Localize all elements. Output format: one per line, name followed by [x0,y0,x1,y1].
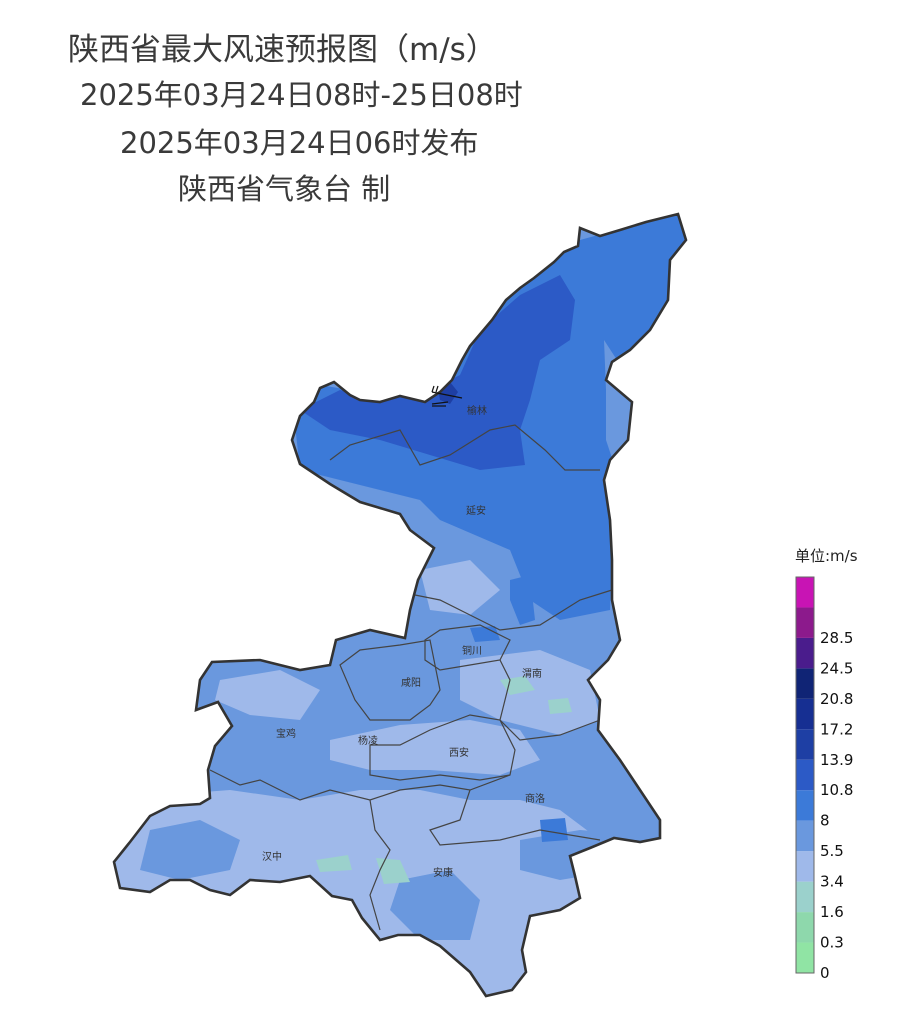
boundary-yulin-yanan [329,424,600,471]
boundary-shangluo [429,789,601,846]
legend-swatch [796,851,814,882]
forecast-period: 2025年03月24日08时-25日08时 [80,78,523,112]
legend-label: 17.2 [820,720,853,738]
legend-swatch [796,820,814,852]
city-label-xianyang: 咸阳 [401,677,421,689]
map-title: 陕西省最大风速预报图（m/s） [68,32,497,68]
issuer: 陕西省气象台 制 [178,172,391,206]
legend-swatch [796,698,814,730]
legend-swatch [796,942,814,973]
legend-label: 1.6 [820,903,844,921]
boundary-xian [369,714,516,781]
city-label-tongchuan: 铜川 [462,645,482,657]
legend-swatch [796,729,814,760]
issue-time: 2025年03月24日06时发布 [120,126,479,160]
legend-swatch [796,912,814,943]
city-label-ankang: 安康 [433,866,453,879]
field-mid-patch-3 [540,818,568,842]
field-pale-yanan [420,560,500,615]
field-mint-3 [316,855,352,872]
city-label-yulin: 榆林 [467,404,487,417]
city-boundaries [209,424,613,931]
legend-labels: 0 0.3 1.6 3.4 5.5 8 10.8 13.9 17.2 20.8 24.5 28.5 [820,629,853,982]
boundary-hanzhong-ankang [369,799,391,931]
legend-label: 0.3 [820,934,844,952]
city-label-xian: 西安 [449,746,469,759]
city-label-weinan: 渭南 [522,667,542,680]
legend-swatch [796,668,814,699]
legend-label: 13.9 [820,751,853,769]
legend-label: 28.5 [820,629,853,647]
field-light-south-2 [390,870,480,940]
city-label-yangling: 杨凌 [358,734,378,747]
legend-frame [795,576,815,974]
city-label-baoji: 宝鸡 [276,727,296,740]
legend-swatch [796,607,814,638]
boundary-baoji-hanzhong [209,769,511,801]
boundary-xianyang [339,639,441,721]
field-mint-4 [376,858,410,884]
field-deep-yulin [300,275,575,470]
legend-swatch [796,637,814,669]
legend-label: 0 [820,964,830,982]
field-mid-patch-1 [510,575,535,625]
legend-swatch [796,759,814,791]
station-marker-icon [431,385,463,407]
legend-label: 3.4 [820,873,844,891]
field-mint-1 [500,676,535,695]
legend-unit-label: 单位:m/s [795,547,858,565]
boundary-weinan [499,659,601,741]
field-pale-weinan [460,650,600,735]
boundary-yanan-south [414,589,613,631]
legend-swatches [796,577,814,973]
legend-label: 20.8 [820,690,853,708]
legend-swatch [796,790,814,821]
legend-label: 5.5 [820,842,844,860]
field-mint-2 [548,698,572,714]
field-pale-baoji [215,670,320,720]
field-mid-patch-2 [470,626,500,642]
legend-swatch [796,881,814,913]
legend-label: 10.8 [820,781,853,799]
city-label-shangluo: 商洛 [525,792,545,805]
city-label-hanzhong: 汉中 [262,850,282,863]
legend-label: 8 [820,812,830,830]
legend-swatch [796,577,814,608]
field-pale-guanzhong [330,720,540,775]
field-light-south-1 [140,820,240,880]
city-label-yanan: 延安 [466,504,486,517]
legend-label: 24.5 [820,659,853,677]
